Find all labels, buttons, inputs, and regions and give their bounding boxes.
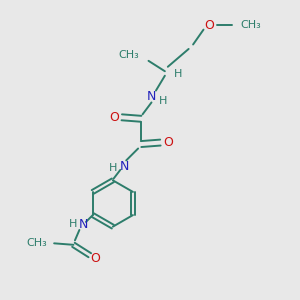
Text: CH₃: CH₃ bbox=[26, 238, 47, 248]
Text: O: O bbox=[90, 252, 100, 265]
Text: N: N bbox=[79, 218, 88, 230]
Text: H: H bbox=[174, 69, 182, 79]
Text: H: H bbox=[159, 96, 168, 106]
Text: H: H bbox=[69, 219, 78, 229]
Text: O: O bbox=[205, 19, 214, 32]
Text: CH₃: CH₃ bbox=[119, 50, 140, 60]
Text: CH₃: CH₃ bbox=[241, 20, 261, 30]
Text: O: O bbox=[110, 111, 119, 124]
Text: N: N bbox=[120, 160, 129, 173]
Text: N: N bbox=[147, 90, 156, 103]
Text: O: O bbox=[163, 136, 173, 149]
Text: H: H bbox=[109, 163, 117, 173]
